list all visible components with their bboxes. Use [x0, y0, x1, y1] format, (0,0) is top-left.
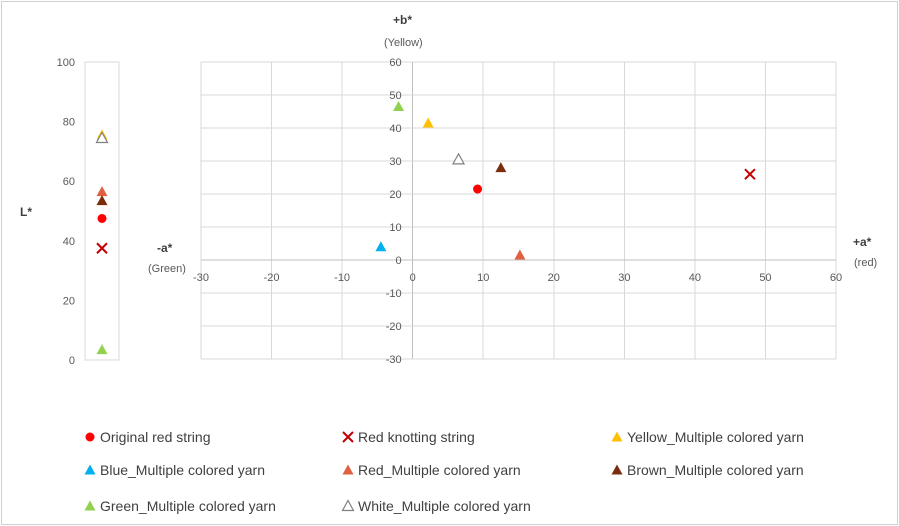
l-point-red-knotting-string	[96, 242, 108, 254]
y-tick-label: 50	[389, 90, 401, 102]
ab-gridlines	[200, 61, 837, 360]
ab-point-blue-multiple-colored-yarn	[375, 241, 387, 252]
l-point-red-multiple-colored-yarn	[96, 186, 108, 197]
l-tick-label: 40	[63, 236, 75, 248]
legend-marker	[341, 499, 355, 512]
y-tick-label: 0	[396, 255, 402, 267]
a-positive-label: +a*	[853, 235, 872, 249]
b-positive-sub: (Yellow)	[384, 37, 423, 49]
a-negative-sub: (Green)	[148, 263, 186, 275]
l-axis-title: L*	[20, 205, 32, 219]
l-star-chart: 0 20 40 60 80 100 L*	[20, 57, 120, 367]
l-tick-label: 0	[69, 355, 75, 367]
y-tick-label: -20	[386, 321, 402, 333]
legend-item-white-multiple-colored-yarn: White_Multiple colored yarn	[341, 498, 531, 514]
legend-label: Blue_Multiple colored yarn	[100, 462, 265, 478]
l-tick-label: 20	[63, 295, 75, 307]
l-plot-area	[84, 61, 120, 361]
ab-point-yellow-multiple-colored-yarn	[422, 117, 434, 128]
ab-points	[375, 101, 756, 260]
y-tick-label: 30	[389, 156, 401, 168]
legend-item-yellow-multiple-colored-yarn: Yellow_Multiple colored yarn	[611, 429, 804, 445]
x-tick-label: 50	[759, 272, 771, 284]
ab-point-white-multiple-colored-yarn	[452, 152, 466, 165]
legend-item-brown-multiple-colored-yarn: Brown_Multiple colored yarn	[611, 462, 804, 478]
l-y-ticks: 0 20 40 60 80 100	[57, 57, 75, 367]
legend-marker	[611, 464, 623, 475]
legend-label: Red knotting string	[358, 429, 475, 445]
y-tick-label: 60	[389, 57, 401, 69]
legend-label: Green_Multiple colored yarn	[100, 498, 276, 514]
ab-point-red-multiple-colored-yarn	[514, 249, 526, 260]
ab-point-original-red-string	[473, 184, 483, 194]
legend-item-blue-multiple-colored-yarn: Blue_Multiple colored yarn	[84, 462, 265, 478]
l-tick-label: 100	[57, 57, 75, 69]
ab-y-ticks: -30 -20 -10 0 10 20 30 40 50 60	[386, 57, 402, 366]
legend-item-original-red-string: Original red string	[85, 429, 211, 445]
legend-item-red-multiple-colored-yarn: Red_Multiple colored yarn	[342, 462, 521, 478]
x-tick-label: 60	[830, 272, 842, 284]
l-points	[95, 129, 109, 355]
legend-label: Yellow_Multiple colored yarn	[627, 429, 804, 445]
ab-point-brown-multiple-colored-yarn	[495, 162, 507, 173]
legend-label: Red_Multiple colored yarn	[358, 462, 521, 478]
legend-marker	[342, 464, 354, 475]
x-tick-label: 40	[689, 272, 701, 284]
legend-label: Brown_Multiple colored yarn	[627, 462, 804, 478]
legend-item-red-knotting-string: Red knotting string	[342, 429, 475, 445]
y-tick-label: 40	[389, 123, 401, 135]
legend: Original red string Red knotting string Ye…	[84, 429, 804, 514]
a-positive-sub: (red)	[854, 257, 877, 269]
legend-label: Original red string	[100, 429, 211, 445]
y-tick-label: 20	[389, 189, 401, 201]
legend-label: White_Multiple colored yarn	[358, 498, 531, 514]
x-tick-label: -10	[334, 272, 350, 284]
l-tick-label: 60	[63, 176, 75, 188]
l-point-brown-multiple-colored-yarn	[96, 195, 108, 206]
y-tick-label: -10	[386, 288, 402, 300]
x-tick-label: -20	[264, 272, 280, 284]
legend-marker	[84, 464, 96, 475]
x-tick-label: 10	[477, 272, 489, 284]
x-tick-label: 20	[548, 272, 560, 284]
x-tick-label: 0	[410, 272, 416, 284]
legend-marker	[84, 500, 96, 511]
l-tick-label: 80	[63, 117, 75, 129]
ab-point-red-knotting-string	[744, 168, 756, 180]
x-tick-label: 30	[618, 272, 630, 284]
y-tick-label: 10	[389, 222, 401, 234]
l-point-original-red-string	[97, 213, 107, 223]
legend-marker	[85, 432, 95, 442]
ab-chart: -30 -20 -10 0 10 20 30 40 50 60 -30 -20 -10 0 10 20 30 4…	[148, 13, 877, 366]
legend-marker	[342, 431, 354, 443]
ab-point-green-multiple-colored-yarn	[393, 101, 405, 112]
b-positive-label: +b*	[393, 13, 412, 27]
ab-x-ticks: -30 -20 -10 0 10 20 30 40 50 60	[193, 272, 842, 284]
y-tick-label: -30	[386, 354, 402, 366]
a-negative-label: -a*	[157, 241, 173, 255]
x-tick-label: -30	[193, 272, 209, 284]
legend-item-green-multiple-colored-yarn: Green_Multiple colored yarn	[84, 498, 276, 514]
l-point-white-multiple-colored-yarn	[95, 131, 109, 144]
l-point-green-multiple-colored-yarn	[96, 344, 108, 355]
legend-marker	[611, 431, 623, 442]
